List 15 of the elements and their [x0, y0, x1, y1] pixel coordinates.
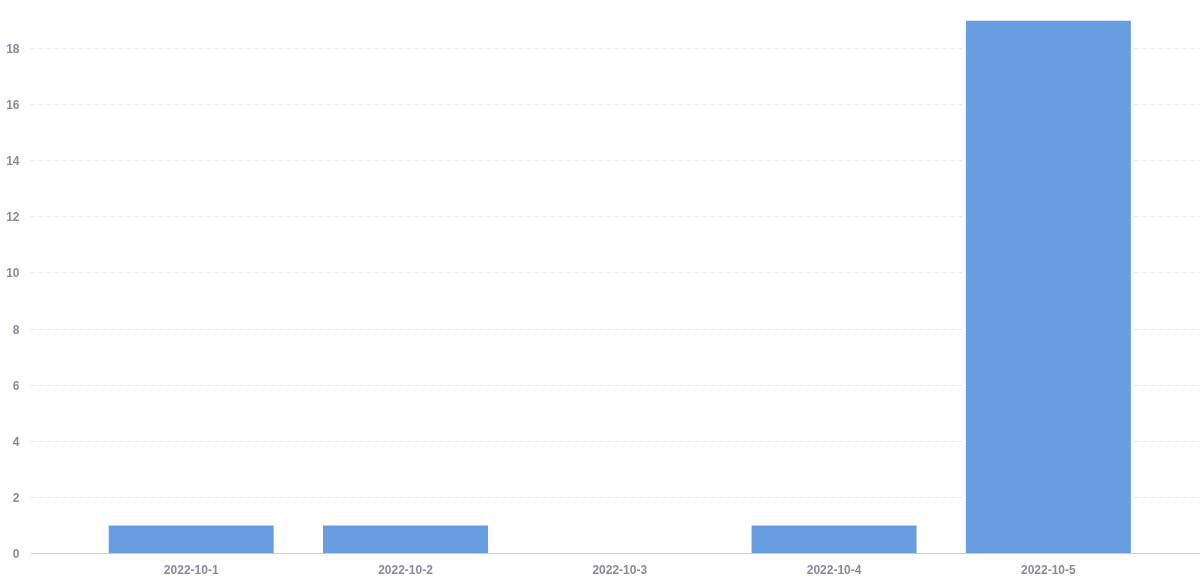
y-tick-label: 18 [6, 42, 20, 57]
y-tick-label: 16 [6, 98, 20, 113]
y-tick-label: 8 [12, 322, 20, 337]
y-tick-label: 14 [6, 154, 20, 169]
x-tick-label: 2022-10-1 [163, 562, 219, 577]
y-tick-label: 6 [12, 378, 20, 393]
x-tick-label: 2022-10-2 [378, 562, 434, 577]
x-tick-label: 2022-10-4 [806, 562, 862, 577]
y-tick-label: 10 [6, 266, 20, 281]
y-tick-label: 4 [12, 434, 20, 449]
x-tick-label: 2022-10-5 [1021, 562, 1077, 577]
x-tick-label: 2022-10-3 [592, 562, 648, 577]
y-tick-label: 2 [12, 490, 20, 505]
y-tick-label: 12 [6, 210, 20, 225]
y-tick-label: 0 [12, 547, 20, 561]
